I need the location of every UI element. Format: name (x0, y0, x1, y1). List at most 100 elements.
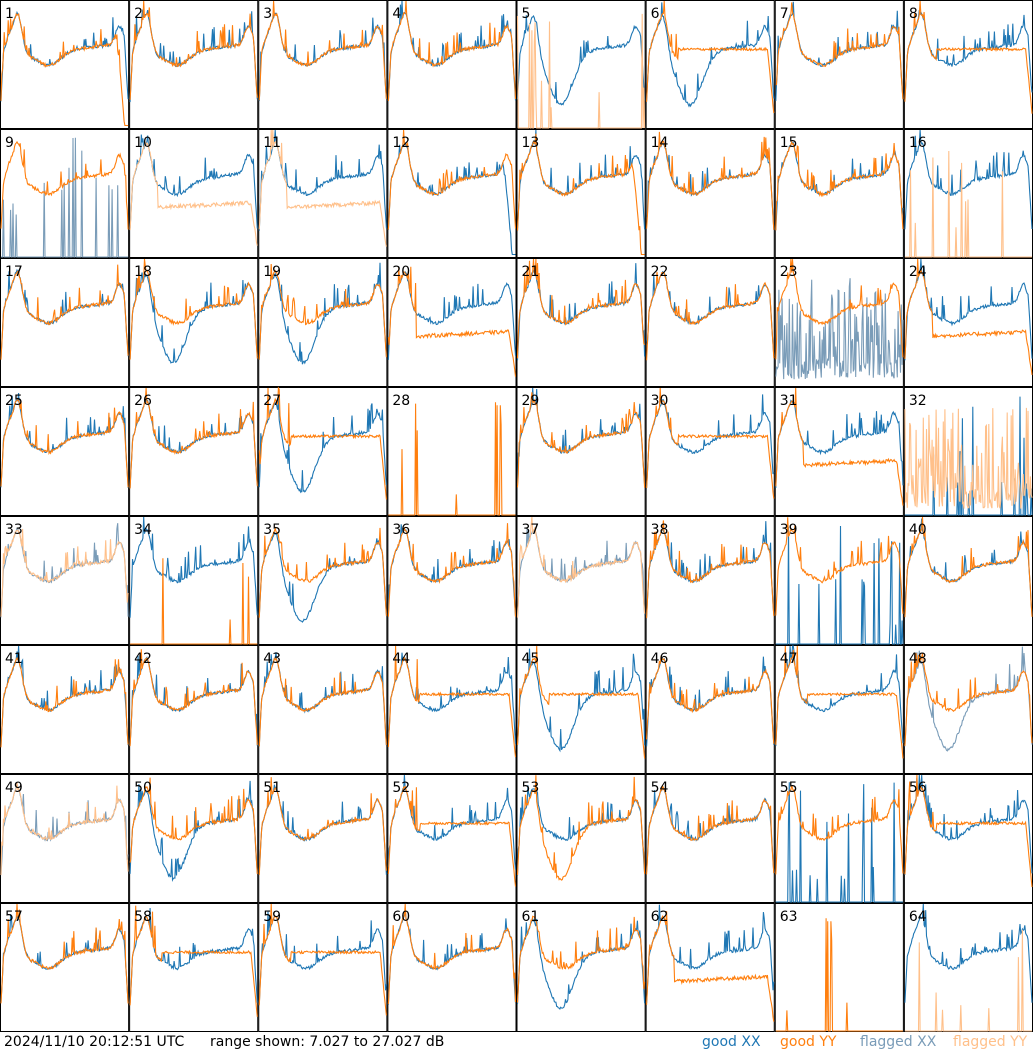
panel-19: 19 (258, 258, 388, 387)
yy-trace (0, 12, 129, 127)
panel-label: 37 (522, 522, 540, 538)
panel-label: 20 (392, 264, 410, 280)
yy-trace (0, 903, 129, 1004)
panel-label: 1 (5, 6, 14, 22)
panel-label: 9 (5, 135, 14, 151)
panel-37: 37 (516, 516, 646, 645)
panel-48: 48 (903, 645, 1033, 774)
panel-label: 38 (651, 522, 669, 538)
xx-trace (1, 137, 129, 258)
panel-label: 16 (909, 135, 927, 151)
panel-frame (645, 258, 775, 387)
panel-label: 49 (5, 780, 23, 796)
panel-frame (903, 903, 1033, 1032)
yy-trace (904, 652, 1033, 746)
panel-frame (645, 0, 775, 129)
panel-frame (129, 129, 259, 258)
yy-trace (0, 782, 129, 876)
xx-trace (387, 909, 517, 1005)
panel-60: 60 (387, 903, 517, 1032)
panel-47: 47 (774, 645, 904, 774)
yy-trace (775, 517, 904, 616)
panel-54: 54 (645, 774, 775, 903)
panel-label: 40 (909, 522, 927, 538)
panel-9: 9 (0, 129, 130, 258)
yy-trace (516, 392, 646, 488)
yy-trace (387, 903, 517, 1005)
panel-frame (258, 0, 388, 129)
yy-trace (0, 528, 129, 617)
panel-label: 25 (5, 393, 23, 409)
panel-13: 13 (516, 129, 646, 258)
panel-label: 4 (392, 6, 401, 22)
panel-label: 43 (263, 651, 281, 667)
yy-trace (258, 777, 387, 875)
panel-label: 6 (651, 6, 660, 22)
panel-frame (387, 129, 517, 258)
xx-trace (646, 2, 775, 108)
panel-45: 45 (516, 645, 646, 774)
panel-33: 33 (0, 516, 130, 645)
panel-label: 13 (522, 135, 540, 151)
yy-trace (646, 131, 775, 230)
yy-trace (387, 129, 517, 230)
yy-trace (130, 558, 258, 645)
panel-27: 27 (258, 386, 388, 516)
panel-label: 5 (522, 6, 531, 22)
yy-trace (129, 387, 258, 489)
xx-trace (0, 645, 129, 746)
panel-label: 24 (909, 264, 927, 280)
yy-trace (258, 0, 387, 101)
yy-trace (646, 911, 775, 1022)
panel-36: 36 (387, 516, 517, 645)
panel-label: 27 (263, 393, 281, 409)
panel-label: 33 (5, 522, 23, 538)
panel-frame (903, 0, 1033, 129)
yy-trace (258, 129, 387, 247)
panel-label: 14 (651, 135, 669, 151)
panel-31: 31 (774, 387, 904, 516)
panel-53: 53 (516, 774, 646, 903)
panel-label: 52 (392, 780, 410, 796)
panel-44: 44 (387, 645, 517, 774)
panel-50: 50 (129, 774, 259, 903)
panel-frame (645, 387, 775, 516)
yy-trace (904, 516, 1033, 618)
xx-trace (516, 917, 646, 1011)
panel-label: 61 (522, 909, 540, 925)
panel-label: 8 (909, 6, 918, 22)
xx-trace (775, 782, 903, 903)
panel-frame (516, 516, 646, 645)
panel-label: 46 (651, 651, 669, 667)
panel-frame (129, 645, 259, 774)
panel-28: 28 (387, 387, 517, 516)
panel-label: 15 (780, 135, 798, 151)
panel-label: 53 (522, 780, 540, 796)
yy-trace (775, 258, 904, 360)
panel-label: 35 (263, 522, 281, 538)
range-label: range shown: 7.027 to 27.027 dB (210, 1034, 445, 1050)
panel-51: 51 (258, 774, 388, 903)
panel-frame (0, 0, 130, 129)
yy-trace (775, 2, 904, 100)
panel-30: 30 (645, 387, 775, 516)
panel-label: 54 (651, 780, 669, 796)
yy-trace (646, 655, 775, 744)
yy-trace (904, 258, 1033, 375)
yy-trace (516, 915, 646, 1003)
panel-frame (387, 645, 517, 774)
yy-trace (0, 656, 129, 748)
panel-frame (129, 0, 259, 129)
panel-frame (903, 645, 1033, 774)
yy-trace (129, 649, 258, 747)
panel-label: 62 (651, 909, 669, 925)
yy-trace (387, 645, 517, 758)
panel-frame (645, 129, 775, 258)
yy-trace (646, 0, 775, 114)
panel-frame (387, 516, 517, 645)
panel-label: 3 (263, 6, 272, 22)
panel-label: 48 (909, 651, 927, 667)
panel-label: 30 (651, 393, 669, 409)
panel-7: 7 (774, 0, 904, 129)
yy-trace (516, 516, 646, 618)
